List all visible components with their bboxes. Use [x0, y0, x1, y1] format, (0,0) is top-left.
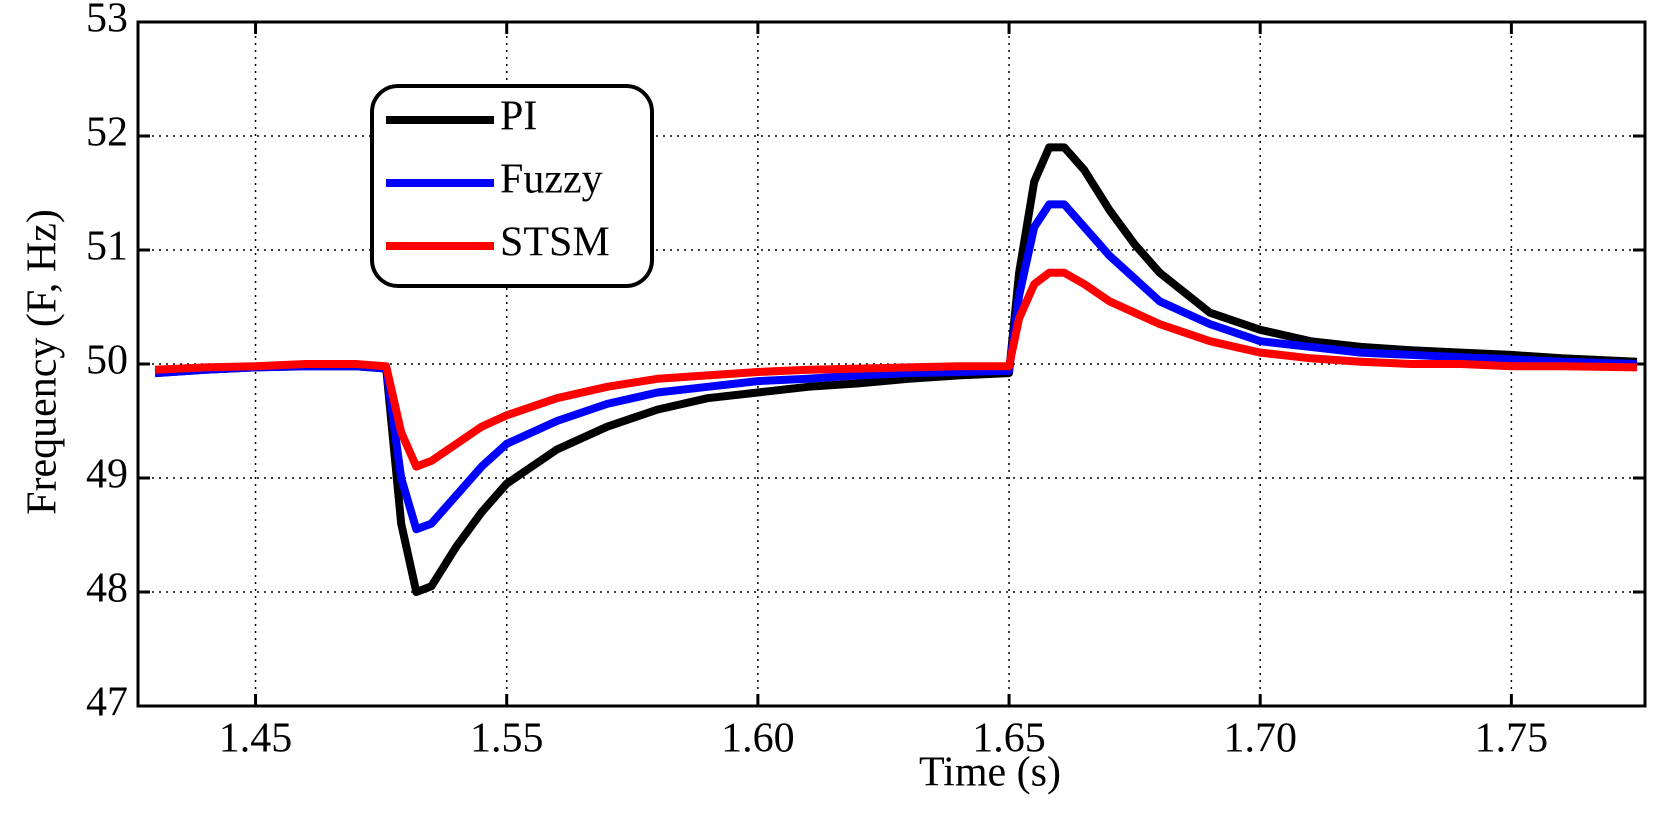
plot-frame — [136, 20, 1647, 708]
legend-label: STSM — [500, 220, 610, 266]
data-line — [154, 200, 1638, 534]
legend-box — [370, 84, 654, 288]
data-line — [154, 268, 1638, 471]
y-tick-label: 53 — [86, 0, 128, 42]
x-axis-label: Time (s) — [919, 750, 1061, 796]
x-tick-label: 1.70 — [1223, 716, 1297, 762]
x-tick-label: 1.65 — [972, 716, 1046, 762]
x-tick-label: 1.55 — [470, 716, 544, 762]
legend: PI Fuzzy STSM — [370, 84, 654, 288]
x-tick-label: 1.45 — [219, 716, 293, 762]
x-tick-label: 1.75 — [1475, 716, 1549, 762]
legend-label: PI — [500, 94, 537, 140]
y-tick-label: 52 — [86, 110, 128, 156]
x-tick-label: 1.60 — [721, 716, 795, 762]
y-tick-label: 49 — [86, 452, 128, 498]
data-line — [154, 143, 1638, 596]
legend-label: Fuzzy — [500, 157, 603, 203]
y-axis-label: Frequency (F, Hz) — [20, 209, 66, 515]
y-tick-label: 51 — [86, 224, 128, 270]
y-tick-label: 47 — [86, 680, 128, 726]
y-tick-label: 50 — [86, 338, 128, 384]
y-tick-label: 48 — [86, 566, 128, 612]
